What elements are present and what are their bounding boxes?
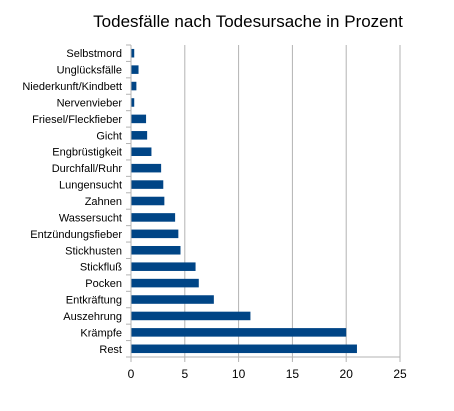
category-label: Rest (99, 344, 122, 356)
bar (131, 278, 199, 288)
x-tick-label: 5 (181, 367, 188, 381)
category-label: Niederkunft/Kindbett (22, 81, 122, 93)
category-label: Selbstmord (66, 48, 122, 60)
x-tick-label: 25 (393, 367, 407, 381)
bar (131, 147, 152, 157)
bar (131, 98, 135, 107)
grid (184, 45, 401, 357)
category-label: Auszehrung (63, 311, 122, 323)
bar (131, 311, 251, 321)
bar (131, 328, 347, 337)
category-labels: Rest Krämpfe Auszehrung Entkräftung Pocken St… (22, 44, 131, 358)
category-label: Nervenvieber (57, 97, 123, 109)
bar (131, 229, 179, 239)
category-label: Engbrüstigkeit (52, 147, 122, 159)
bar (131, 81, 137, 91)
category-label: Gicht (96, 130, 122, 142)
x-tick-label: 10 (232, 367, 246, 381)
bar (131, 245, 181, 255)
chart-title: Todesfälle nach Todesursache in Prozent (93, 12, 403, 31)
bar (131, 262, 196, 271)
bar (131, 344, 357, 354)
bar (131, 48, 135, 58)
x-tick-label: 15 (286, 367, 300, 381)
category-label: Durchfall/Ruhr (52, 163, 123, 175)
category-label: Krämpfe (80, 327, 122, 339)
x-tick-label: 0 (128, 367, 135, 381)
bars (131, 48, 357, 354)
category-label: Stickfluß (80, 262, 122, 274)
bar (131, 295, 214, 304)
category-label: Zahnen (85, 196, 122, 208)
category-label: Unglücksfälle (57, 65, 122, 77)
x-axis-ticks: 0 5 10 15 20 25 (128, 357, 407, 381)
category-label: Entkräftung (66, 295, 122, 307)
bar (131, 65, 139, 74)
category-label: Friesel/Fleckfieber (32, 114, 122, 126)
category-label: Pocken (85, 278, 122, 290)
bar (131, 163, 162, 173)
bar (131, 131, 148, 140)
bar (131, 196, 165, 206)
category-label: Entzündungsfieber (30, 229, 122, 241)
x-tick-label: 20 (340, 367, 354, 381)
category-label: Lungensucht (59, 180, 122, 192)
bar (131, 114, 147, 124)
bar (131, 180, 164, 189)
category-label: Wassersucht (59, 212, 122, 224)
bar (131, 213, 176, 222)
category-label: Stickhusten (65, 245, 122, 257)
